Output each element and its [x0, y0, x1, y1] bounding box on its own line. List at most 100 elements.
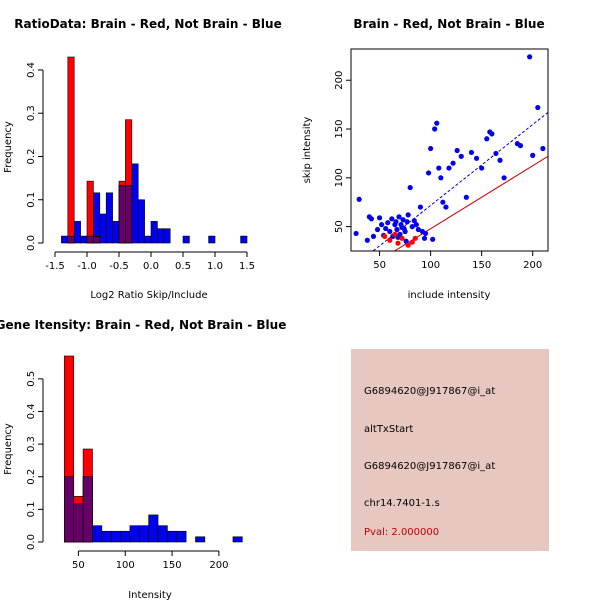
locus-label: chr14.7401-1.s: [364, 498, 440, 509]
scatter-point-notbrain-58: [493, 150, 499, 157]
scatter-point-notbrain-36: [421, 235, 428, 241]
intensity-ylabel: Frequency: [3, 423, 14, 475]
scatter-point-notbrain-63: [527, 54, 533, 60]
scatter-point-notbrain-49: [454, 147, 460, 154]
intensity-xlabel: Intensity: [128, 590, 172, 600]
ratio-bar-notbrain-13: [144, 235, 152, 244]
scatter-ytick-label-1: 100: [334, 168, 345, 187]
ratio-title: RatioData: Brain - Red, Not Brain - Blue: [14, 17, 281, 31]
scatter-point-brain-7: [412, 235, 418, 241]
intensity-bar-notbrain-10: [157, 525, 168, 543]
pval-label: Pval: 2.000000: [364, 527, 440, 538]
ratio-xtick-label-0: -1.5: [45, 261, 65, 272]
scatter-point-notbrain-57: [489, 131, 495, 137]
ratio-xtick-label-6: 1.5: [239, 261, 255, 272]
intensity-bar-notbrain-5: [110, 530, 121, 543]
scatter-point-brain-6: [409, 239, 415, 245]
scatter-point-notbrain-20: [397, 231, 403, 238]
scatter-point-notbrain-16: [393, 219, 399, 225]
scatter-point-notbrain-17: [394, 226, 400, 233]
scatter-point-notbrain-2: [364, 237, 370, 243]
scatter-point-brain-1: [387, 237, 393, 243]
ratio-bar-notbrain-15: [157, 228, 165, 244]
scatter-point-notbrain-37: [422, 230, 429, 237]
scatter-point-notbrain-8: [379, 222, 385, 228]
intensity-ytick-label-5: 0.5: [26, 371, 37, 387]
scatter-point-notbrain-60: [501, 175, 507, 181]
scatter-xtick-label-3: 200: [523, 260, 542, 271]
intensity-xtick-label-0: 50: [72, 560, 85, 571]
scatter-point-notbrain-45: [440, 199, 446, 205]
scatter-ylabel: skip intensity: [302, 117, 313, 184]
intensity-xtick-label-1: 100: [116, 560, 135, 571]
scatter-point-notbrain-7: [376, 215, 383, 221]
scatter-point-notbrain-48: [450, 160, 456, 166]
ratio-bar-notbrain-19: [240, 235, 248, 244]
scatter-point-notbrain-1: [356, 196, 362, 202]
scatter-ytick-label-0: 50: [334, 220, 345, 233]
scatter-point-brain-5: [405, 242, 411, 248]
ratio-xtick-label-2: -0.5: [109, 261, 129, 272]
intensity-bar-notbrain-12: [176, 530, 187, 543]
scatter-point-notbrain-44: [438, 175, 444, 181]
ratio-xtick-label-5: 1.0: [207, 261, 223, 272]
ratio-ytick-label-3: 0.3: [26, 105, 37, 121]
scatter-point-notbrain-53: [473, 155, 480, 161]
intensity-title: Gene Itensity: Brain - Red, Not Brain - …: [0, 318, 286, 332]
scatter-point-notbrain-42: [434, 120, 440, 126]
intensity-ytick-label-1: 0.1: [26, 501, 37, 517]
probe-id: G6894620@J917867@i_at: [364, 386, 496, 397]
ratio-bar-overlap-4: [125, 185, 133, 244]
ratio-ylabel: Frequency: [3, 121, 14, 173]
intensity-ytick-label-2: 0.2: [26, 469, 37, 485]
scatter-point-notbrain-46: [443, 204, 449, 210]
intensity-histogram: Gene Itensity: Brain - Red, Not Brain - …: [0, 318, 286, 600]
probe-info-panel: G6894620@J917867@i_at altTxStart G689462…: [351, 349, 549, 551]
scatter-point-notbrain-5: [370, 233, 377, 239]
scatter-point-notbrain-28: [405, 212, 411, 218]
scatter-point-notbrain-50: [458, 153, 464, 159]
ratio-bar-notbrain-16: [163, 228, 171, 244]
intensity-bar-notbrain-4: [101, 530, 112, 543]
intensity-xtick-label-3: 200: [209, 560, 228, 571]
intensity-bar-notbrain-6: [120, 530, 131, 543]
scatter-point-notbrain-12: [387, 228, 393, 235]
scatter-point-notbrain-41: [432, 126, 438, 132]
scatter-point-notbrain-62: [517, 143, 524, 149]
ratio-bar-overlap-1: [86, 235, 94, 244]
intensity-ytick-label-3: 0.3: [26, 436, 37, 452]
scatter-xtick-label-2: 150: [472, 260, 491, 271]
ratio-bar-notbrain-0: [61, 235, 69, 244]
ratio-ytick-label-0: 0.0: [26, 235, 37, 251]
scatter-frame: [350, 48, 549, 252]
intensity-ytick-label-0: 0.0: [26, 534, 37, 550]
scatter-title: Brain - Red, Not Brain - Blue: [353, 17, 544, 31]
scatter-point-notbrain-11: [385, 220, 391, 226]
scatter-xtick-label-1: 100: [421, 260, 440, 271]
scatter-point-notbrain-39: [428, 145, 434, 152]
scatter-point-notbrain-6: [374, 226, 381, 233]
scatter-point-brain-3: [395, 240, 401, 246]
ratio-ytick-label-2: 0.2: [26, 149, 37, 165]
ratio-bar-notbrain-7: [105, 192, 113, 244]
intensity-scatter: Brain - Red, Not Brain - Blue include in…: [302, 17, 549, 301]
ratio-bar-notbrain-11: [131, 163, 139, 244]
scatter-point-notbrain-59: [497, 157, 503, 163]
scatter-point-notbrain-25: [402, 228, 408, 235]
scatter-point-notbrain-64: [530, 152, 536, 158]
scatter-point-notbrain-32: [413, 222, 419, 228]
intensity-bar-overlap-0: [64, 476, 75, 543]
intensity-bar-notbrain-7: [129, 525, 140, 543]
scatter-point-notbrain-54: [479, 165, 485, 171]
ratio-ytick-label-4: 0.4: [26, 62, 37, 78]
ratio-xtick-label-1: -1.0: [77, 261, 97, 272]
ratio-xtick-label-3: 0.0: [143, 261, 159, 272]
intensity-bar-notbrain-14: [232, 536, 243, 543]
scatter-ytick-label-2: 150: [334, 119, 345, 138]
ratio-ytick-label-1: 0.1: [26, 192, 37, 208]
scatter-point-brain-2: [392, 231, 398, 238]
scatter-xlabel: include intensity: [408, 290, 491, 301]
scatter-point-notbrain-31: [411, 218, 417, 224]
ratio-bar-notbrain-14: [150, 221, 158, 244]
